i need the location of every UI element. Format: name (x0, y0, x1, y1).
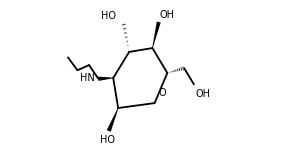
Text: OH: OH (196, 89, 210, 99)
Text: HN: HN (80, 73, 94, 83)
Text: O: O (159, 89, 166, 98)
Polygon shape (107, 108, 119, 132)
Text: OH: OH (160, 10, 175, 20)
Polygon shape (98, 77, 113, 81)
Text: HO: HO (100, 135, 115, 145)
Text: HO: HO (101, 11, 117, 21)
Polygon shape (152, 22, 161, 48)
